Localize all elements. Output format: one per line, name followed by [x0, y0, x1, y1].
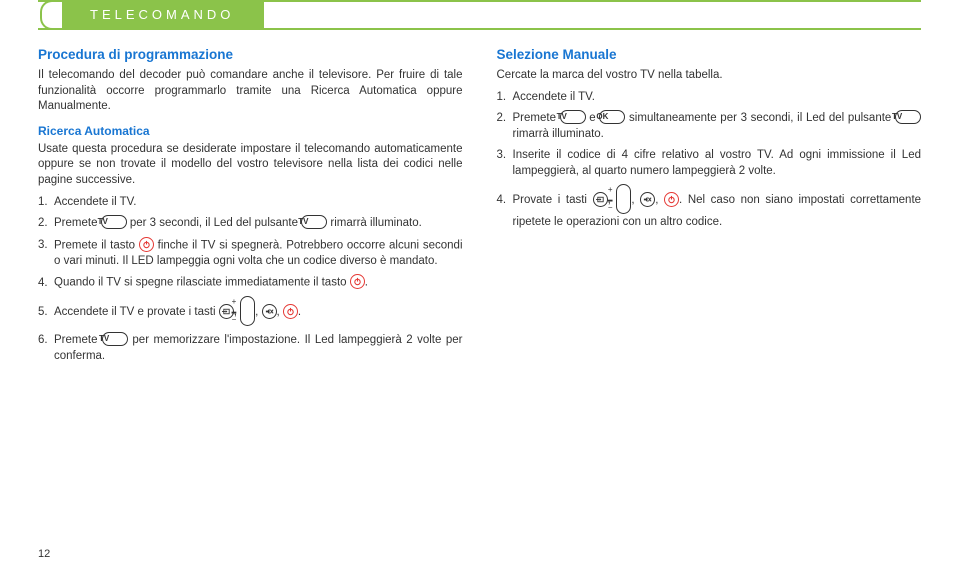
power-icon: [283, 304, 298, 319]
tv-button-icon: TV: [101, 215, 127, 229]
tv-button-icon: TV: [895, 110, 921, 124]
step-text: .: [365, 277, 368, 289]
step-text: Quando il TV si spegne rilasciate immedi…: [54, 277, 350, 289]
left-column: Procedura di programmazione Il telecoman…: [38, 46, 463, 370]
volume-icon: +▂−: [616, 184, 631, 214]
power-icon: [350, 274, 365, 289]
left-subheading: Ricerca Automatica: [38, 123, 463, 139]
mute-icon: [640, 192, 655, 207]
step-text: per 3 secondi, il Led del pulsante: [127, 217, 302, 229]
step-text: simultaneamente per 3 secondi, il Led de…: [625, 112, 895, 124]
right-step-1: 1.Accendete il TV.: [497, 90, 922, 106]
step-text: .: [298, 306, 301, 318]
page-number: 12: [38, 547, 50, 562]
right-step-4: 4.Provate i tasti , +▂−, , . Nel caso no…: [497, 185, 922, 231]
power-icon: [664, 192, 679, 207]
left-step-1: 1.Accendete il TV.: [38, 195, 463, 211]
step-text: Accendete il TV e provate i tasti: [54, 306, 219, 318]
step-text: rimarrà illuminato.: [327, 217, 422, 229]
right-column: Selezione Manuale Cercate la marca del v…: [497, 46, 922, 370]
right-step-2: 2.Premete TV e OK simultaneamente per 3 …: [497, 111, 922, 142]
step-text: Premete il tasto: [54, 239, 139, 251]
left-auto-desc: Usate questa procedura se desiderate imp…: [38, 142, 463, 189]
step-text: Premete: [513, 112, 560, 124]
left-intro: Il telecomando del decoder può comandare…: [38, 68, 463, 115]
power-icon: [139, 237, 154, 252]
content-columns: Procedura di programmazione Il telecoman…: [38, 46, 921, 370]
step-text: Premete: [54, 217, 101, 229]
left-step-5: 5.Accendete il TV e provate i tasti , +▂…: [38, 297, 463, 327]
input-icon: [593, 192, 608, 207]
left-step-6: 6.Premete TV per memorizzare l'impostazi…: [38, 333, 463, 364]
right-step-3: 3.Inserite il codice di 4 cifre relativo…: [497, 148, 922, 179]
step-text: Accendete il TV.: [54, 196, 136, 208]
tv-button-icon: TV: [301, 215, 327, 229]
tv-button-icon: TV: [560, 110, 586, 124]
left-heading: Procedura di programmazione: [38, 46, 463, 64]
step-text: Provate i tasti: [513, 194, 593, 206]
left-step-3: 3.Premete il tasto finche il TV si spegn…: [38, 238, 463, 270]
volume-icon: +▂−: [240, 296, 255, 326]
left-step-2: 2.Premete TV per 3 secondi, il Led del p…: [38, 216, 463, 232]
step-text: rimarrà illuminato.: [513, 128, 604, 140]
section-tab: TELECOMANDO: [60, 0, 264, 30]
step-text: Premete: [54, 334, 102, 346]
mute-icon: [262, 304, 277, 319]
tv-button-icon: TV: [102, 332, 128, 346]
ok-button-icon: OK: [599, 110, 625, 124]
right-heading: Selezione Manuale: [497, 46, 922, 64]
right-intro: Cercate la marca del vostro TV nella tab…: [497, 68, 922, 84]
step-text: Accendete il TV.: [513, 91, 595, 103]
step-text: Inserite il codice di 4 cifre relativo a…: [513, 149, 922, 177]
left-step-4: 4.Quando il TV si spegne rilasciate imme…: [38, 275, 463, 291]
